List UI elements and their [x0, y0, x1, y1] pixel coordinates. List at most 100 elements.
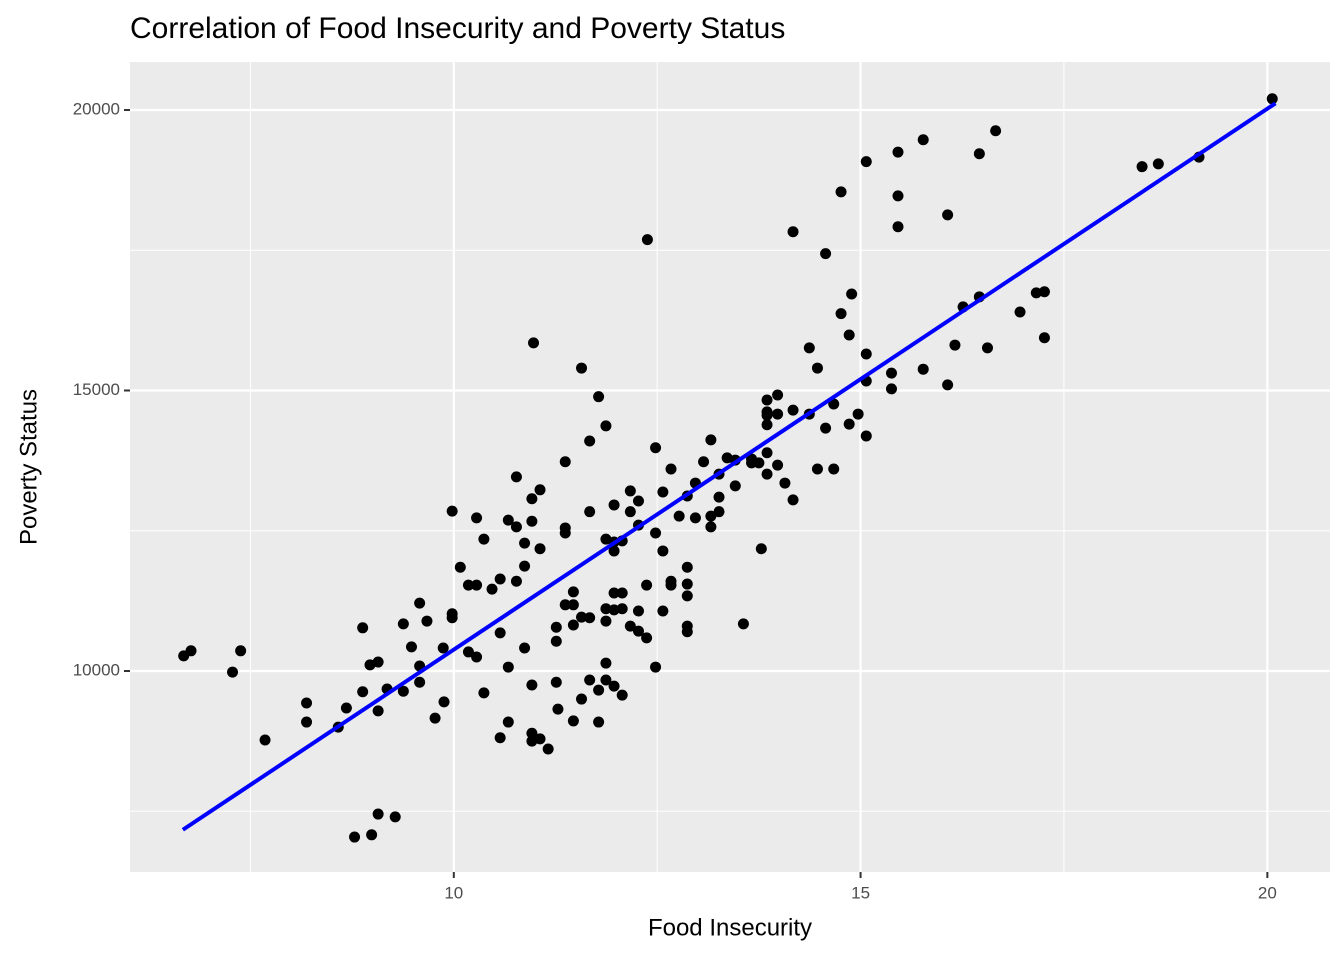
point	[552, 703, 564, 715]
point	[584, 435, 596, 447]
point	[713, 491, 725, 503]
point	[681, 561, 693, 573]
point	[600, 615, 612, 627]
point	[1266, 93, 1278, 105]
point	[534, 484, 546, 496]
point	[942, 209, 954, 221]
point	[600, 420, 612, 432]
grid	[130, 62, 1330, 872]
point	[787, 404, 799, 416]
point	[981, 342, 993, 354]
point	[624, 506, 636, 518]
point	[681, 590, 693, 602]
point	[616, 603, 628, 615]
point	[502, 716, 514, 728]
point	[600, 603, 612, 615]
axes: 10 15 20 10000 15000 20000	[73, 100, 1277, 903]
point	[835, 308, 847, 320]
point	[650, 442, 662, 454]
point	[753, 457, 765, 469]
point	[502, 514, 514, 526]
point	[366, 829, 378, 841]
point	[828, 463, 840, 475]
point	[729, 480, 741, 492]
y-axis-title: Poverty Status	[15, 389, 42, 545]
point	[673, 510, 685, 522]
point	[519, 560, 531, 572]
point	[705, 510, 717, 522]
point	[559, 599, 571, 611]
point	[462, 646, 474, 658]
point	[567, 599, 579, 611]
point	[471, 512, 483, 524]
point	[681, 578, 693, 590]
point	[526, 515, 538, 527]
point	[755, 543, 767, 555]
point	[478, 687, 490, 699]
point	[510, 471, 522, 483]
point	[526, 493, 538, 505]
x-axis-title: Food Insecurity	[648, 914, 812, 941]
point	[421, 615, 433, 627]
point	[942, 379, 954, 391]
point	[1136, 161, 1148, 173]
point	[494, 732, 506, 744]
point	[787, 226, 799, 238]
point	[852, 408, 864, 420]
point	[657, 545, 669, 557]
point	[632, 625, 644, 637]
point	[397, 685, 409, 697]
point	[990, 125, 1002, 137]
point	[550, 621, 562, 633]
y-tick-label: 20000	[73, 100, 120, 119]
point	[1038, 286, 1050, 298]
point	[349, 831, 361, 843]
point	[510, 521, 522, 533]
point	[772, 408, 784, 420]
point	[1014, 306, 1026, 318]
point	[414, 597, 426, 609]
point	[641, 579, 653, 591]
point	[737, 618, 749, 630]
point	[446, 505, 458, 517]
point	[616, 587, 628, 599]
point	[534, 733, 546, 745]
point	[624, 620, 636, 632]
point	[486, 583, 498, 595]
point	[811, 362, 823, 374]
point	[641, 234, 653, 246]
point	[608, 680, 620, 692]
point	[860, 430, 872, 442]
point	[526, 679, 538, 691]
x-tick-label: 20	[1258, 883, 1277, 902]
point	[437, 642, 449, 654]
point	[860, 348, 872, 360]
point	[657, 605, 669, 617]
point	[550, 635, 562, 647]
point	[803, 342, 815, 354]
point	[494, 573, 506, 585]
point	[681, 626, 693, 638]
point	[843, 329, 855, 341]
point	[519, 537, 531, 549]
point	[665, 463, 677, 475]
point	[519, 642, 531, 654]
chart-title: Correlation of Food Insecurity and Pover…	[130, 12, 785, 45]
point	[471, 651, 483, 663]
y-tick-label: 15000	[73, 380, 120, 399]
trend-line	[181, 101, 1277, 832]
point	[528, 337, 540, 349]
point	[542, 743, 554, 755]
point	[526, 727, 538, 739]
point	[650, 527, 662, 539]
point	[665, 579, 677, 591]
point	[471, 579, 483, 591]
point	[608, 604, 620, 616]
point	[1152, 158, 1164, 170]
point	[835, 186, 847, 198]
point	[772, 459, 784, 471]
point	[761, 406, 773, 418]
point	[567, 715, 579, 727]
